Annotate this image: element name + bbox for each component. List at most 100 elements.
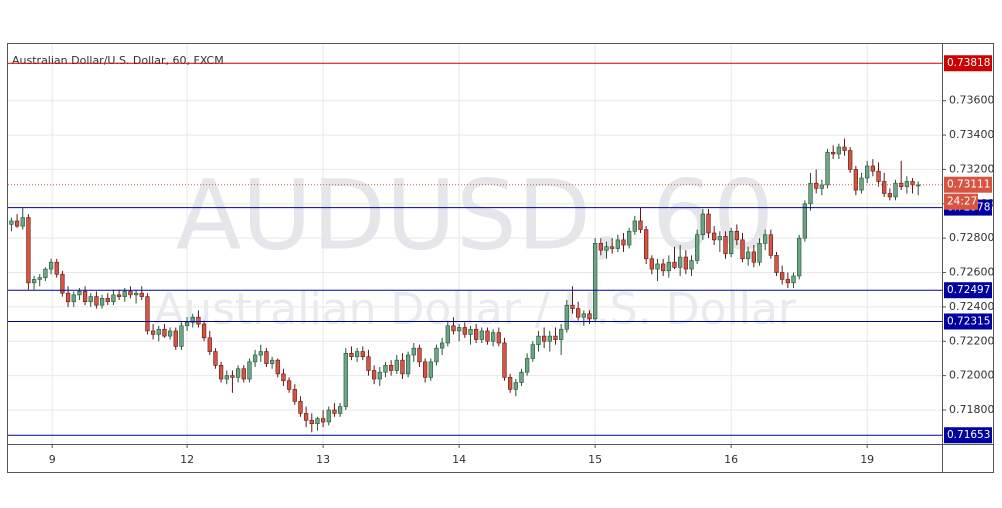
- candle-body: [576, 308, 581, 318]
- candle-body: [439, 342, 445, 349]
- candle-body: [281, 373, 286, 382]
- candle-body: [712, 232, 717, 241]
- candle-body: [627, 230, 632, 246]
- candle-body: [77, 291, 82, 296]
- candle-body: [870, 165, 875, 172]
- candle-body: [598, 243, 603, 251]
- candle-body: [145, 296, 150, 332]
- candle-body: [156, 328, 161, 335]
- candle-body: [337, 406, 343, 414]
- candle-body: [542, 335, 547, 342]
- candle-body: [757, 243, 762, 263]
- candle-body: [763, 234, 768, 244]
- candle-body: [122, 291, 127, 297]
- candle-body: [94, 296, 99, 306]
- candle-body: [524, 358, 530, 373]
- candle-body: [797, 237, 802, 277]
- candle-body: [615, 239, 620, 249]
- candle-body: [320, 418, 326, 423]
- candle-body: [434, 347, 439, 363]
- candle-body: [405, 354, 411, 375]
- candle-body: [252, 354, 258, 363]
- candle-body: [20, 217, 25, 227]
- candle-body: [456, 327, 462, 332]
- candle-body: [853, 169, 858, 191]
- candle-body: [678, 256, 683, 268]
- candle-body: [661, 263, 666, 272]
- candle-body: [746, 251, 751, 260]
- candle-body: [502, 342, 507, 378]
- candle-body: [893, 182, 898, 198]
- candle-body: [298, 401, 303, 414]
- candle-body: [785, 279, 790, 284]
- candle-body: [247, 361, 252, 380]
- candle-body: [610, 246, 615, 249]
- chart-frame: [7, 43, 994, 473]
- candle-body: [768, 234, 773, 256]
- candle-body: [400, 359, 405, 375]
- candle-body: [224, 375, 229, 380]
- candle-body: [105, 297, 110, 303]
- candle-body: [349, 352, 354, 358]
- candle-body: [201, 323, 207, 339]
- candle-body: [564, 304, 569, 330]
- candle-body: [343, 352, 348, 407]
- candle-body: [65, 292, 71, 303]
- candle-body: [235, 368, 241, 378]
- candle-body: [904, 181, 910, 187]
- candle-body: [683, 256, 688, 270]
- candle-body: [31, 279, 37, 284]
- candle-body: [780, 272, 785, 280]
- candle-body: [581, 313, 586, 318]
- candle-body: [519, 371, 524, 383]
- y-tick-label: 0.73400: [949, 128, 995, 141]
- candle-body: [559, 328, 564, 340]
- candle-body: [848, 150, 853, 170]
- y-tick-label: 0.71800: [949, 403, 995, 416]
- candle-body: [264, 351, 269, 364]
- candle-body: [422, 361, 428, 378]
- candle-body: [865, 165, 870, 179]
- candle-body: [814, 182, 819, 189]
- candle-body: [230, 375, 235, 378]
- candle-body: [128, 291, 133, 296]
- last-price-label: 0.73111: [947, 179, 990, 191]
- candle-body: [82, 291, 88, 303]
- candle-body: [473, 328, 479, 340]
- candle-body: [655, 263, 660, 270]
- candle-body: [723, 236, 728, 254]
- x-tick-label: 12: [180, 453, 194, 466]
- candle-body: [417, 347, 422, 363]
- candle-body: [570, 304, 575, 309]
- candle-body: [332, 409, 337, 414]
- candle-body: [150, 330, 156, 335]
- candle-body: [354, 351, 360, 358]
- candle-body: [802, 203, 807, 239]
- candle-body: [876, 170, 881, 182]
- candle-body: [292, 389, 297, 402]
- level-tag: [944, 313, 992, 330]
- candle-body: [71, 294, 76, 303]
- x-tick-label: 13: [316, 453, 330, 466]
- candle-body: [689, 260, 694, 270]
- candle-body: [791, 275, 796, 284]
- candle-body: [887, 193, 893, 198]
- candle-body: [593, 243, 598, 320]
- candle-body: [717, 236, 722, 241]
- candle-body: [37, 277, 42, 280]
- last-price-tag: [944, 176, 992, 193]
- level-tag: [944, 427, 992, 444]
- candle-body: [167, 330, 173, 337]
- candle-body: [774, 255, 779, 273]
- y-tick-label: 0.72200: [949, 334, 995, 347]
- candle-body: [621, 239, 626, 246]
- candle-body: [587, 313, 592, 320]
- candle-body: [315, 418, 320, 425]
- candle-body: [286, 380, 292, 390]
- candle-body: [825, 151, 830, 186]
- watermark: AUDUSD, 60: [176, 159, 774, 271]
- candle-body: [734, 230, 739, 241]
- candle-body: [649, 258, 654, 270]
- candle-body: [836, 146, 841, 155]
